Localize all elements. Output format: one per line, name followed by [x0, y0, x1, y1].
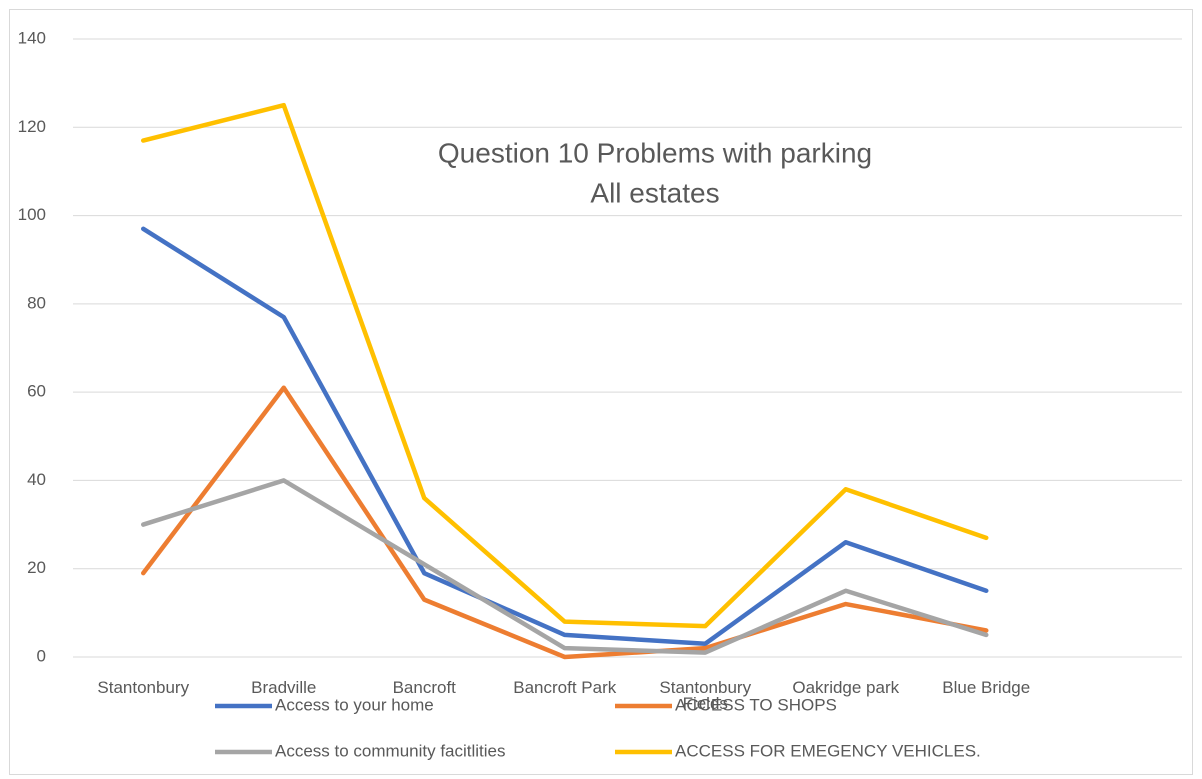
y-tick-label: 100: [18, 205, 46, 224]
chart-border: [9, 9, 1193, 775]
x-tick-label: Blue Bridge: [942, 678, 1031, 697]
y-tick-label: 120: [18, 117, 46, 136]
legend-label: Access to community facitlities: [275, 741, 506, 760]
series-line: [141, 478, 989, 655]
series-line: [141, 385, 989, 660]
y-tick-label: 140: [18, 28, 46, 47]
chart-title: All estates: [590, 177, 719, 208]
legend-label: ACCESS FOR EMEGENCY VEHICLES.: [675, 741, 981, 760]
x-tick-label: Oakridge park: [792, 678, 900, 697]
x-tick-label: Stantonbury: [97, 678, 190, 697]
y-tick-label: 40: [27, 470, 46, 489]
legend-label: Access to your home: [275, 695, 434, 714]
y-tick-label: 60: [27, 382, 46, 401]
y-tick-label: 80: [27, 293, 46, 312]
series-line: [141, 226, 989, 647]
x-tick-label: Bradville: [251, 678, 317, 697]
y-tick-label: 0: [37, 646, 46, 665]
x-tick-label: Bancroft: [392, 678, 456, 697]
series-line: [141, 102, 989, 629]
legend-label: ACCESS TO SHOPS: [675, 695, 837, 714]
y-tick-label: 20: [27, 558, 46, 577]
x-tick-label: Bancroft Park: [513, 678, 617, 697]
chart-title: Question 10 Problems with parking: [438, 137, 872, 168]
x-tick-label: Stantonbury Fields: [659, 678, 752, 713]
